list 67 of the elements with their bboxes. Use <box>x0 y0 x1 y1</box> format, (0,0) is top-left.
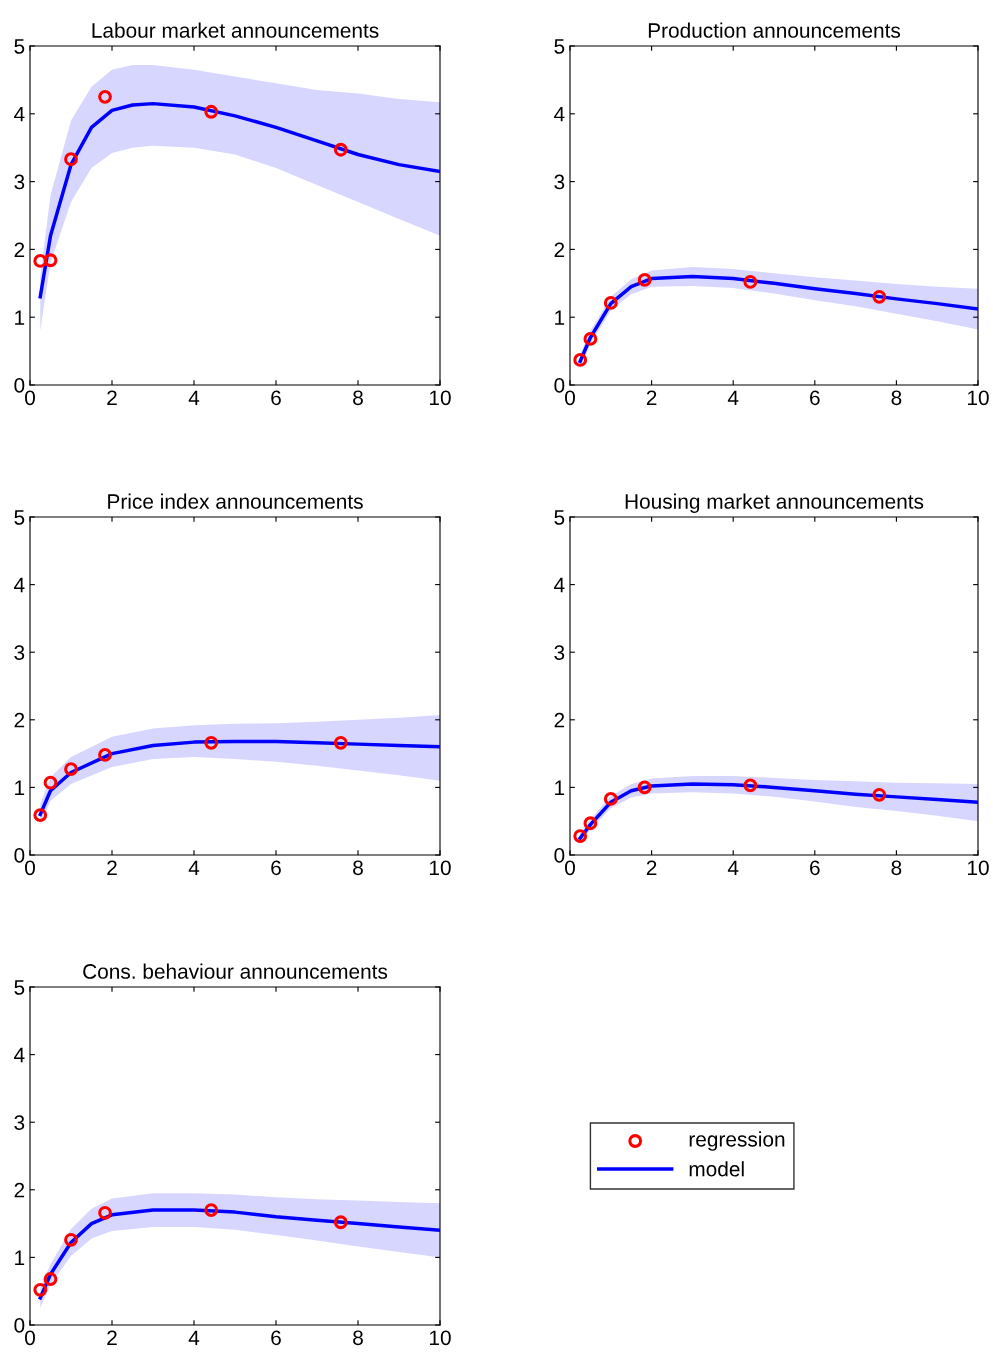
y-tick-label: 2 <box>554 712 565 728</box>
x-tick-label: 6 <box>271 390 281 406</box>
y-tick-label: 5 <box>14 39 25 54</box>
y-tick-label: 0 <box>14 848 25 863</box>
y-tick-label: 0 <box>14 1318 25 1333</box>
x-tick-label: 4 <box>727 860 739 875</box>
y-tick-label: 3 <box>554 174 565 190</box>
y-tick-label: 5 <box>554 39 565 54</box>
y-tick-label: 3 <box>14 1115 25 1130</box>
y-tick-label: 4 <box>14 577 25 593</box>
x-tick-label: 0 <box>565 390 575 406</box>
x-tick-label: 2 <box>107 390 117 405</box>
chart-title: Labour market announcements <box>92 22 379 38</box>
chart-title: Cons. behaviour announcements <box>83 963 388 979</box>
y-tick-label: 0 <box>554 378 565 393</box>
y-tick-label: 0 <box>554 848 565 863</box>
legend-label: model <box>689 1161 744 1177</box>
y-tick-label: 2 <box>14 242 25 257</box>
x-tick-label: 4 <box>188 1330 200 1345</box>
y-tick-label: 3 <box>554 645 565 660</box>
y-tick-label: 5 <box>554 510 565 525</box>
y-tick-label: 0 <box>14 378 25 393</box>
x-tick-label: 4 <box>188 390 200 405</box>
y-tick-label: 2 <box>14 1182 25 1198</box>
y-tick-label: 5 <box>14 510 25 525</box>
x-tick-label: 4 <box>188 860 200 875</box>
x-tick-label: 10 <box>430 860 451 876</box>
y-tick-label: 3 <box>14 645 25 660</box>
x-tick-label: 0 <box>25 1330 35 1346</box>
y-tick-label: 1 <box>555 780 565 795</box>
y-tick-label: 4 <box>554 107 565 122</box>
y-tick-label: 4 <box>14 1047 25 1063</box>
y-tick-label: 5 <box>14 980 25 995</box>
y-tick-label: 4 <box>554 577 565 593</box>
y-tick-label: 1 <box>15 310 25 325</box>
x-tick-label: 8 <box>353 390 363 406</box>
x-tick-label: 10 <box>968 390 989 406</box>
x-tick-label: 0 <box>565 860 575 876</box>
x-tick-label: 2 <box>646 390 657 405</box>
y-tick-label: 4 <box>14 107 25 122</box>
x-tick-label: 10 <box>968 860 989 876</box>
chart-title: Price index announcements <box>108 493 363 509</box>
x-tick-label: 8 <box>891 390 902 406</box>
chart-title: Housing market announcements <box>625 493 924 513</box>
x-tick-label: 0 <box>25 390 35 406</box>
y-tick-label: 2 <box>554 242 565 257</box>
legend-label: regression <box>689 1131 785 1151</box>
x-tick-label: 10 <box>430 1330 451 1346</box>
x-tick-label: 10 <box>430 390 451 406</box>
y-tick-label: 2 <box>14 712 25 728</box>
x-tick-label: 6 <box>810 860 820 876</box>
y-tick-label: 1 <box>15 1250 25 1265</box>
x-tick-label: 8 <box>353 860 363 876</box>
y-tick-label: 3 <box>14 174 25 190</box>
x-tick-label: 0 <box>25 860 35 876</box>
x-tick-label: 4 <box>727 390 739 405</box>
x-tick-label: 2 <box>107 860 117 875</box>
x-tick-label: 8 <box>353 1330 363 1346</box>
y-tick-label: 1 <box>15 780 25 795</box>
x-tick-label: 2 <box>107 1330 117 1345</box>
chart-title: Production announcements <box>648 22 901 38</box>
x-tick-label: 6 <box>271 860 281 876</box>
y-tick-label: 1 <box>555 310 565 325</box>
x-tick-label: 8 <box>891 860 902 876</box>
x-tick-label: 6 <box>810 390 820 406</box>
x-tick-label: 6 <box>271 1330 281 1346</box>
x-tick-label: 2 <box>646 860 657 875</box>
